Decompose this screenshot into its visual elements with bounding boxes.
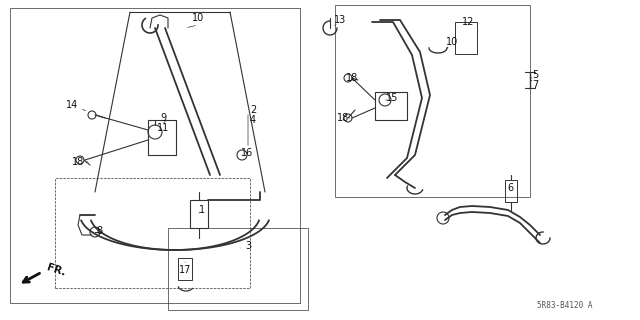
Text: 12: 12 xyxy=(462,17,474,27)
Text: 5: 5 xyxy=(532,70,538,80)
Text: 2: 2 xyxy=(250,105,256,115)
Bar xyxy=(168,228,308,310)
Text: 18: 18 xyxy=(337,113,349,123)
Bar xyxy=(505,180,517,202)
Text: 18: 18 xyxy=(346,73,358,83)
Bar xyxy=(148,120,176,155)
Text: 16: 16 xyxy=(241,148,253,158)
Text: 17: 17 xyxy=(179,265,191,275)
Text: 6: 6 xyxy=(507,183,513,193)
Text: 13: 13 xyxy=(334,15,346,25)
Text: 14: 14 xyxy=(66,100,78,110)
Bar xyxy=(190,200,208,228)
Text: 9: 9 xyxy=(160,113,166,123)
Bar xyxy=(375,92,407,120)
Text: 7: 7 xyxy=(532,80,538,90)
Text: 5R83-B4120 A: 5R83-B4120 A xyxy=(537,300,593,309)
Bar xyxy=(335,5,530,197)
Bar xyxy=(10,8,300,303)
Text: 18: 18 xyxy=(72,157,84,167)
Text: 10: 10 xyxy=(192,13,204,23)
Text: FR.: FR. xyxy=(45,262,67,278)
Bar xyxy=(55,178,250,288)
Bar xyxy=(178,258,192,280)
Text: 10: 10 xyxy=(446,37,458,47)
Text: 15: 15 xyxy=(386,93,398,103)
Text: 1: 1 xyxy=(199,205,205,215)
Text: 4: 4 xyxy=(250,115,256,125)
Bar xyxy=(455,22,477,54)
Text: 3: 3 xyxy=(245,241,251,251)
Text: 8: 8 xyxy=(96,226,102,236)
Text: 11: 11 xyxy=(157,123,169,133)
